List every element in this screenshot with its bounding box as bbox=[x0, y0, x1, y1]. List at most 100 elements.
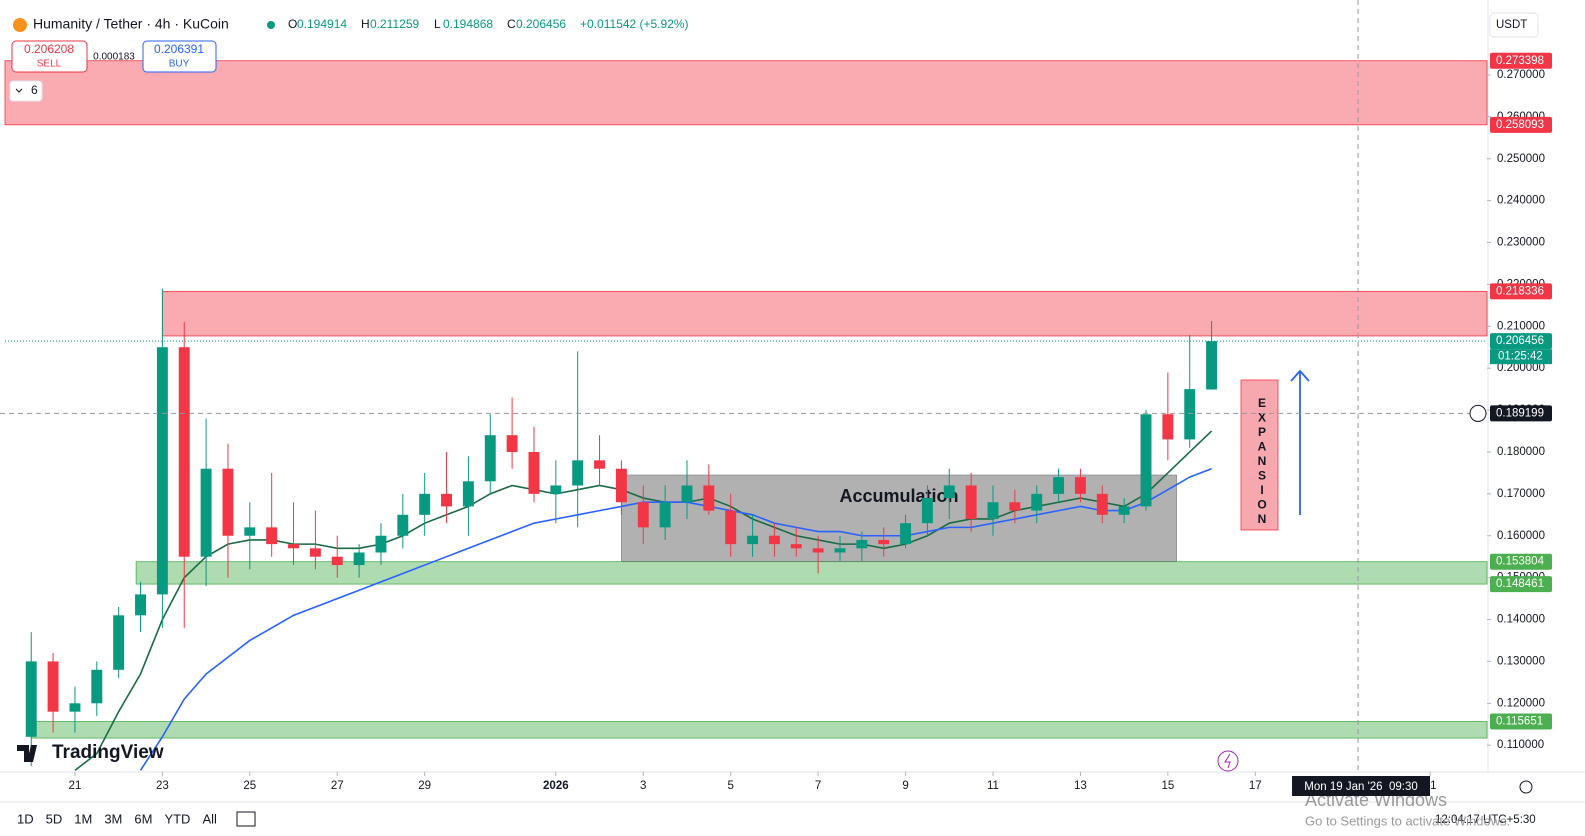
arrow bbox=[1290, 369, 1310, 515]
candle-body bbox=[484, 435, 496, 482]
candle-body bbox=[965, 485, 977, 519]
candle-body bbox=[135, 594, 146, 616]
y-tick-label: 0.110000 bbox=[1497, 739, 1544, 751]
buy-price: 0.206391 bbox=[154, 42, 204, 56]
watermark-sub: Go to Settings to activate Windows. bbox=[1305, 813, 1510, 828]
range-buttons: 1D 5D 1M 3M 6M YTD All bbox=[17, 811, 217, 826]
ohlc-key: O bbox=[288, 17, 297, 31]
zone bbox=[161, 290, 1488, 337]
last-price-label-box bbox=[1490, 333, 1552, 350]
candle-body bbox=[113, 615, 125, 670]
x-tick-label: 7 bbox=[815, 780, 821, 792]
settings-icon[interactable] bbox=[1519, 780, 1533, 794]
expansion-box bbox=[1240, 379, 1279, 531]
candle-body bbox=[943, 485, 955, 499]
symbol[interactable]: Humanity / Tether · 4h · KuCoin bbox=[33, 16, 229, 32]
y-tick-label: 0.270000 bbox=[1497, 69, 1545, 81]
range-button[interactable]: 5D bbox=[46, 811, 63, 826]
expansion-letter: O bbox=[1257, 498, 1266, 512]
candle-body bbox=[921, 498, 933, 524]
last-price-label: 0.206456 bbox=[1496, 335, 1544, 347]
candle-body bbox=[222, 468, 234, 536]
logo: TradingView bbox=[52, 742, 164, 763]
ohlc-value: 0.206456 bbox=[516, 17, 566, 31]
candle-body bbox=[659, 502, 671, 528]
ohlc-value: 0.194868 bbox=[443, 17, 493, 31]
buy-button[interactable] bbox=[142, 40, 217, 73]
candle-body bbox=[266, 527, 278, 545]
crosshair-price: 0.189199 bbox=[1496, 407, 1544, 419]
candle-body bbox=[156, 347, 168, 595]
event-icon[interactable] bbox=[1217, 750, 1239, 772]
range-button[interactable]: 1M bbox=[74, 811, 92, 826]
x-tick-label: 25 bbox=[243, 780, 256, 792]
range-button[interactable]: 6M bbox=[134, 811, 152, 826]
calendar-icon[interactable] bbox=[236, 811, 256, 827]
chevron bbox=[15, 88, 23, 93]
candle-body bbox=[550, 485, 562, 494]
candle-body bbox=[1053, 477, 1065, 494]
candle-body bbox=[1009, 502, 1021, 511]
candle-body bbox=[69, 703, 81, 712]
add-alert[interactable] bbox=[1469, 404, 1487, 422]
sell-price: 0.206208 bbox=[24, 42, 74, 56]
candle-body bbox=[1184, 389, 1196, 440]
accumulation-label: Accumulation bbox=[840, 486, 959, 506]
y-tick-label: 0.240000 bbox=[1497, 195, 1545, 207]
countdown-box bbox=[1490, 349, 1552, 365]
expansion-letter: E bbox=[1258, 396, 1266, 410]
expansion-letter: S bbox=[1258, 469, 1266, 483]
x-tick-label: 15 bbox=[1161, 780, 1174, 792]
zone bbox=[30, 721, 1488, 739]
candle-body bbox=[528, 451, 540, 494]
candle-body bbox=[25, 661, 37, 737]
price-label: 0.148461 bbox=[1496, 578, 1544, 590]
price-label-box bbox=[1490, 116, 1552, 133]
price-label: 0.218336 bbox=[1496, 285, 1544, 297]
expansion-letter: I bbox=[1260, 483, 1263, 497]
range-button[interactable]: All bbox=[202, 811, 217, 826]
x-tick-label: 5 bbox=[727, 780, 733, 792]
candle-body bbox=[1140, 414, 1152, 507]
candle-body bbox=[987, 502, 999, 519]
expansion-letter: X bbox=[1258, 411, 1266, 425]
candle-body bbox=[703, 485, 715, 511]
price-label: 0.258093 bbox=[1496, 119, 1544, 131]
sell-button[interactable] bbox=[11, 40, 88, 73]
x-tick-label: 2026 bbox=[543, 780, 569, 792]
y-tick-label: 0.210000 bbox=[1497, 320, 1545, 332]
candle-body bbox=[1162, 414, 1174, 440]
x-tick-label: 23 bbox=[156, 780, 169, 792]
ohlc-value: 0.211259 bbox=[370, 17, 419, 31]
candle-body bbox=[244, 527, 256, 536]
y-tick-label: 0.160000 bbox=[1497, 530, 1545, 542]
candle-body bbox=[812, 548, 824, 553]
candle-body bbox=[309, 548, 321, 557]
candle-body bbox=[1206, 341, 1218, 390]
y-tick-label: 0.250000 bbox=[1497, 153, 1545, 165]
candle-body bbox=[375, 535, 387, 553]
price-label-box bbox=[1490, 713, 1552, 730]
candle-body bbox=[397, 514, 409, 536]
price-label-box bbox=[1490, 576, 1552, 593]
candle-body bbox=[178, 347, 190, 557]
candle-body bbox=[1074, 477, 1086, 494]
indicator-toggle[interactable] bbox=[9, 80, 43, 102]
candle-body bbox=[725, 510, 737, 545]
range-button[interactable]: YTD bbox=[164, 811, 190, 826]
currency-box[interactable] bbox=[1489, 12, 1539, 38]
currency: USDT bbox=[1496, 19, 1527, 31]
range-button[interactable]: 3M bbox=[104, 811, 122, 826]
crosshair-time: Mon 19 Jan '26 09:30 bbox=[1304, 781, 1417, 793]
ohlc-key: C bbox=[507, 17, 516, 31]
candle-body bbox=[419, 493, 431, 515]
candle-body bbox=[47, 661, 59, 712]
candle-body bbox=[506, 435, 518, 452]
range-button[interactable]: 1D bbox=[17, 811, 34, 826]
candle-body bbox=[288, 544, 299, 549]
y-tick-label: 0.230000 bbox=[1497, 237, 1545, 249]
candle-body bbox=[1031, 493, 1043, 511]
expansion-letter: P bbox=[1258, 425, 1266, 439]
candle-body bbox=[790, 544, 802, 549]
